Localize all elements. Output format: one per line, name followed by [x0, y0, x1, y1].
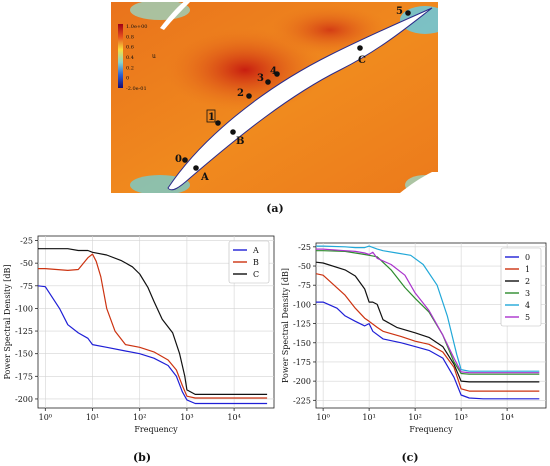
legend-label-C: C: [253, 270, 259, 279]
series-line-A: [37, 285, 268, 405]
legend-label-A: A: [252, 246, 259, 255]
contour-panel: [111, 2, 438, 193]
y-tick-label: -175: [15, 372, 33, 381]
x-tick-label: 10¹: [362, 413, 375, 422]
y-tick-label: -50: [20, 259, 33, 268]
colorbar-tick-label: 1.0e+00: [126, 24, 147, 30]
probe-point-3: [265, 79, 271, 85]
lower-blade-tip: [400, 172, 438, 193]
legend-label-4: 4: [525, 301, 530, 310]
x-tick-label: 10⁰: [316, 413, 329, 422]
y-axis-label: Power Spectral Density [dB]: [3, 264, 12, 379]
colorbar-tick-label: -2.0e-01: [126, 86, 147, 92]
series-line-C: [38, 248, 268, 395]
panel-label-b: (b): [133, 451, 151, 464]
y-tick-label: -175: [293, 358, 311, 367]
probe-markers: 0 1 2 3 4 5 A B C: [175, 6, 411, 183]
x-tick-label: 10⁴: [500, 413, 513, 422]
colorbar-tick-label: 0.2: [126, 65, 134, 71]
probe-label-1: 1: [208, 112, 215, 123]
y-tick-label: -75: [298, 281, 311, 290]
x-tick-label: 10⁴: [227, 413, 240, 422]
probe-label-2: 2: [237, 88, 244, 99]
y-tick-label: -150: [15, 350, 33, 359]
x-tick-label: 10²: [133, 413, 146, 422]
probe-label-4: 4: [270, 66, 277, 77]
psd-chart-b: 10⁰ 10¹ 10² 10³ 10⁴ -25 -50 -75 -100 -125 -150 -175…: [3, 235, 275, 434]
y-tick-label: -150: [293, 339, 311, 348]
series-line-0: [316, 301, 540, 400]
main-blade: [167, 7, 433, 191]
x-tick-label: 10²: [408, 413, 421, 422]
probe-label-5: 5: [396, 6, 403, 17]
y-tick-label: -25: [20, 237, 33, 246]
y-tick-label: -25: [298, 243, 311, 252]
x-tick-label: 10⁰: [39, 413, 52, 422]
y-tick-label: -100: [15, 304, 33, 313]
x-axis-label: Frequency: [134, 425, 178, 434]
y-tick-label: -225: [293, 396, 311, 405]
psd-chart-c: 10⁰ 10¹ 10² 10³ 10⁴ -25 -50 -75 -100 -125 -150 -175…: [281, 242, 547, 434]
x-tick-label: 10¹: [86, 413, 99, 422]
legend: [500, 247, 542, 327]
probe-label-0: 0: [175, 154, 182, 165]
legend-label-1: 1: [525, 265, 530, 274]
probe-point-4: [274, 71, 280, 77]
colorbar-gradient: [118, 24, 123, 88]
series-line-3: [316, 250, 540, 375]
probe-label-A: A: [200, 172, 209, 183]
legend-label-3: 3: [525, 289, 530, 298]
y-tick-label: -200: [15, 395, 33, 404]
legend-label-B: B: [253, 258, 259, 267]
x-tick-label: 10³: [180, 413, 193, 422]
y-tick-label: -75: [20, 282, 33, 291]
probe-point-A: [193, 165, 199, 171]
series-line-4: [316, 245, 540, 372]
y-tick-label: -200: [293, 377, 311, 386]
legend-label-2: 2: [525, 277, 530, 286]
y-tick-label: -100: [293, 300, 311, 309]
y-tick-label: -125: [15, 327, 33, 336]
probe-point-5: [405, 10, 411, 16]
x-axis-label: Frequency: [409, 425, 453, 434]
colorbar-tick-label: 0: [126, 76, 129, 82]
colorbar-tick-label: 0.4: [126, 55, 134, 61]
y-tick-label: -125: [293, 320, 311, 329]
series-line-1: [315, 273, 540, 392]
colorbar-tick-label: 0.6: [126, 45, 134, 51]
series-line-2: [315, 261, 540, 383]
colorbar-tick-label: 0.8: [126, 34, 134, 40]
probe-label-B: B: [236, 136, 244, 147]
series-line-B: [38, 253, 268, 399]
y-tick-label: -50: [298, 262, 311, 271]
probe-point-1: [215, 120, 221, 126]
legend-label-5: 5: [525, 313, 530, 322]
probe-label-C: C: [358, 55, 366, 66]
probe-point-B: [230, 129, 236, 135]
y-axis-label: Power Spectral Density [dB]: [281, 268, 290, 383]
probe-point-0: [182, 157, 188, 163]
upper-blade-tip: [160, 2, 191, 30]
legend-label-0: 0: [525, 253, 530, 262]
series-line-5: [316, 248, 540, 374]
colorbar: 1.0e+00 0.8 0.6 0.4 0.2 0 -2.0e-01 u: [118, 24, 156, 92]
probe-label-3: 3: [257, 73, 264, 84]
probe-point-2: [246, 93, 252, 99]
panel-label-a: (a): [266, 202, 284, 215]
x-tick-label: 10³: [454, 413, 467, 422]
legend: [228, 240, 270, 284]
colorbar-title: u: [152, 53, 156, 60]
probe-label-box-1: [206, 109, 216, 123]
panel-label-c: (c): [401, 451, 418, 464]
probe-point-C: [357, 45, 363, 51]
